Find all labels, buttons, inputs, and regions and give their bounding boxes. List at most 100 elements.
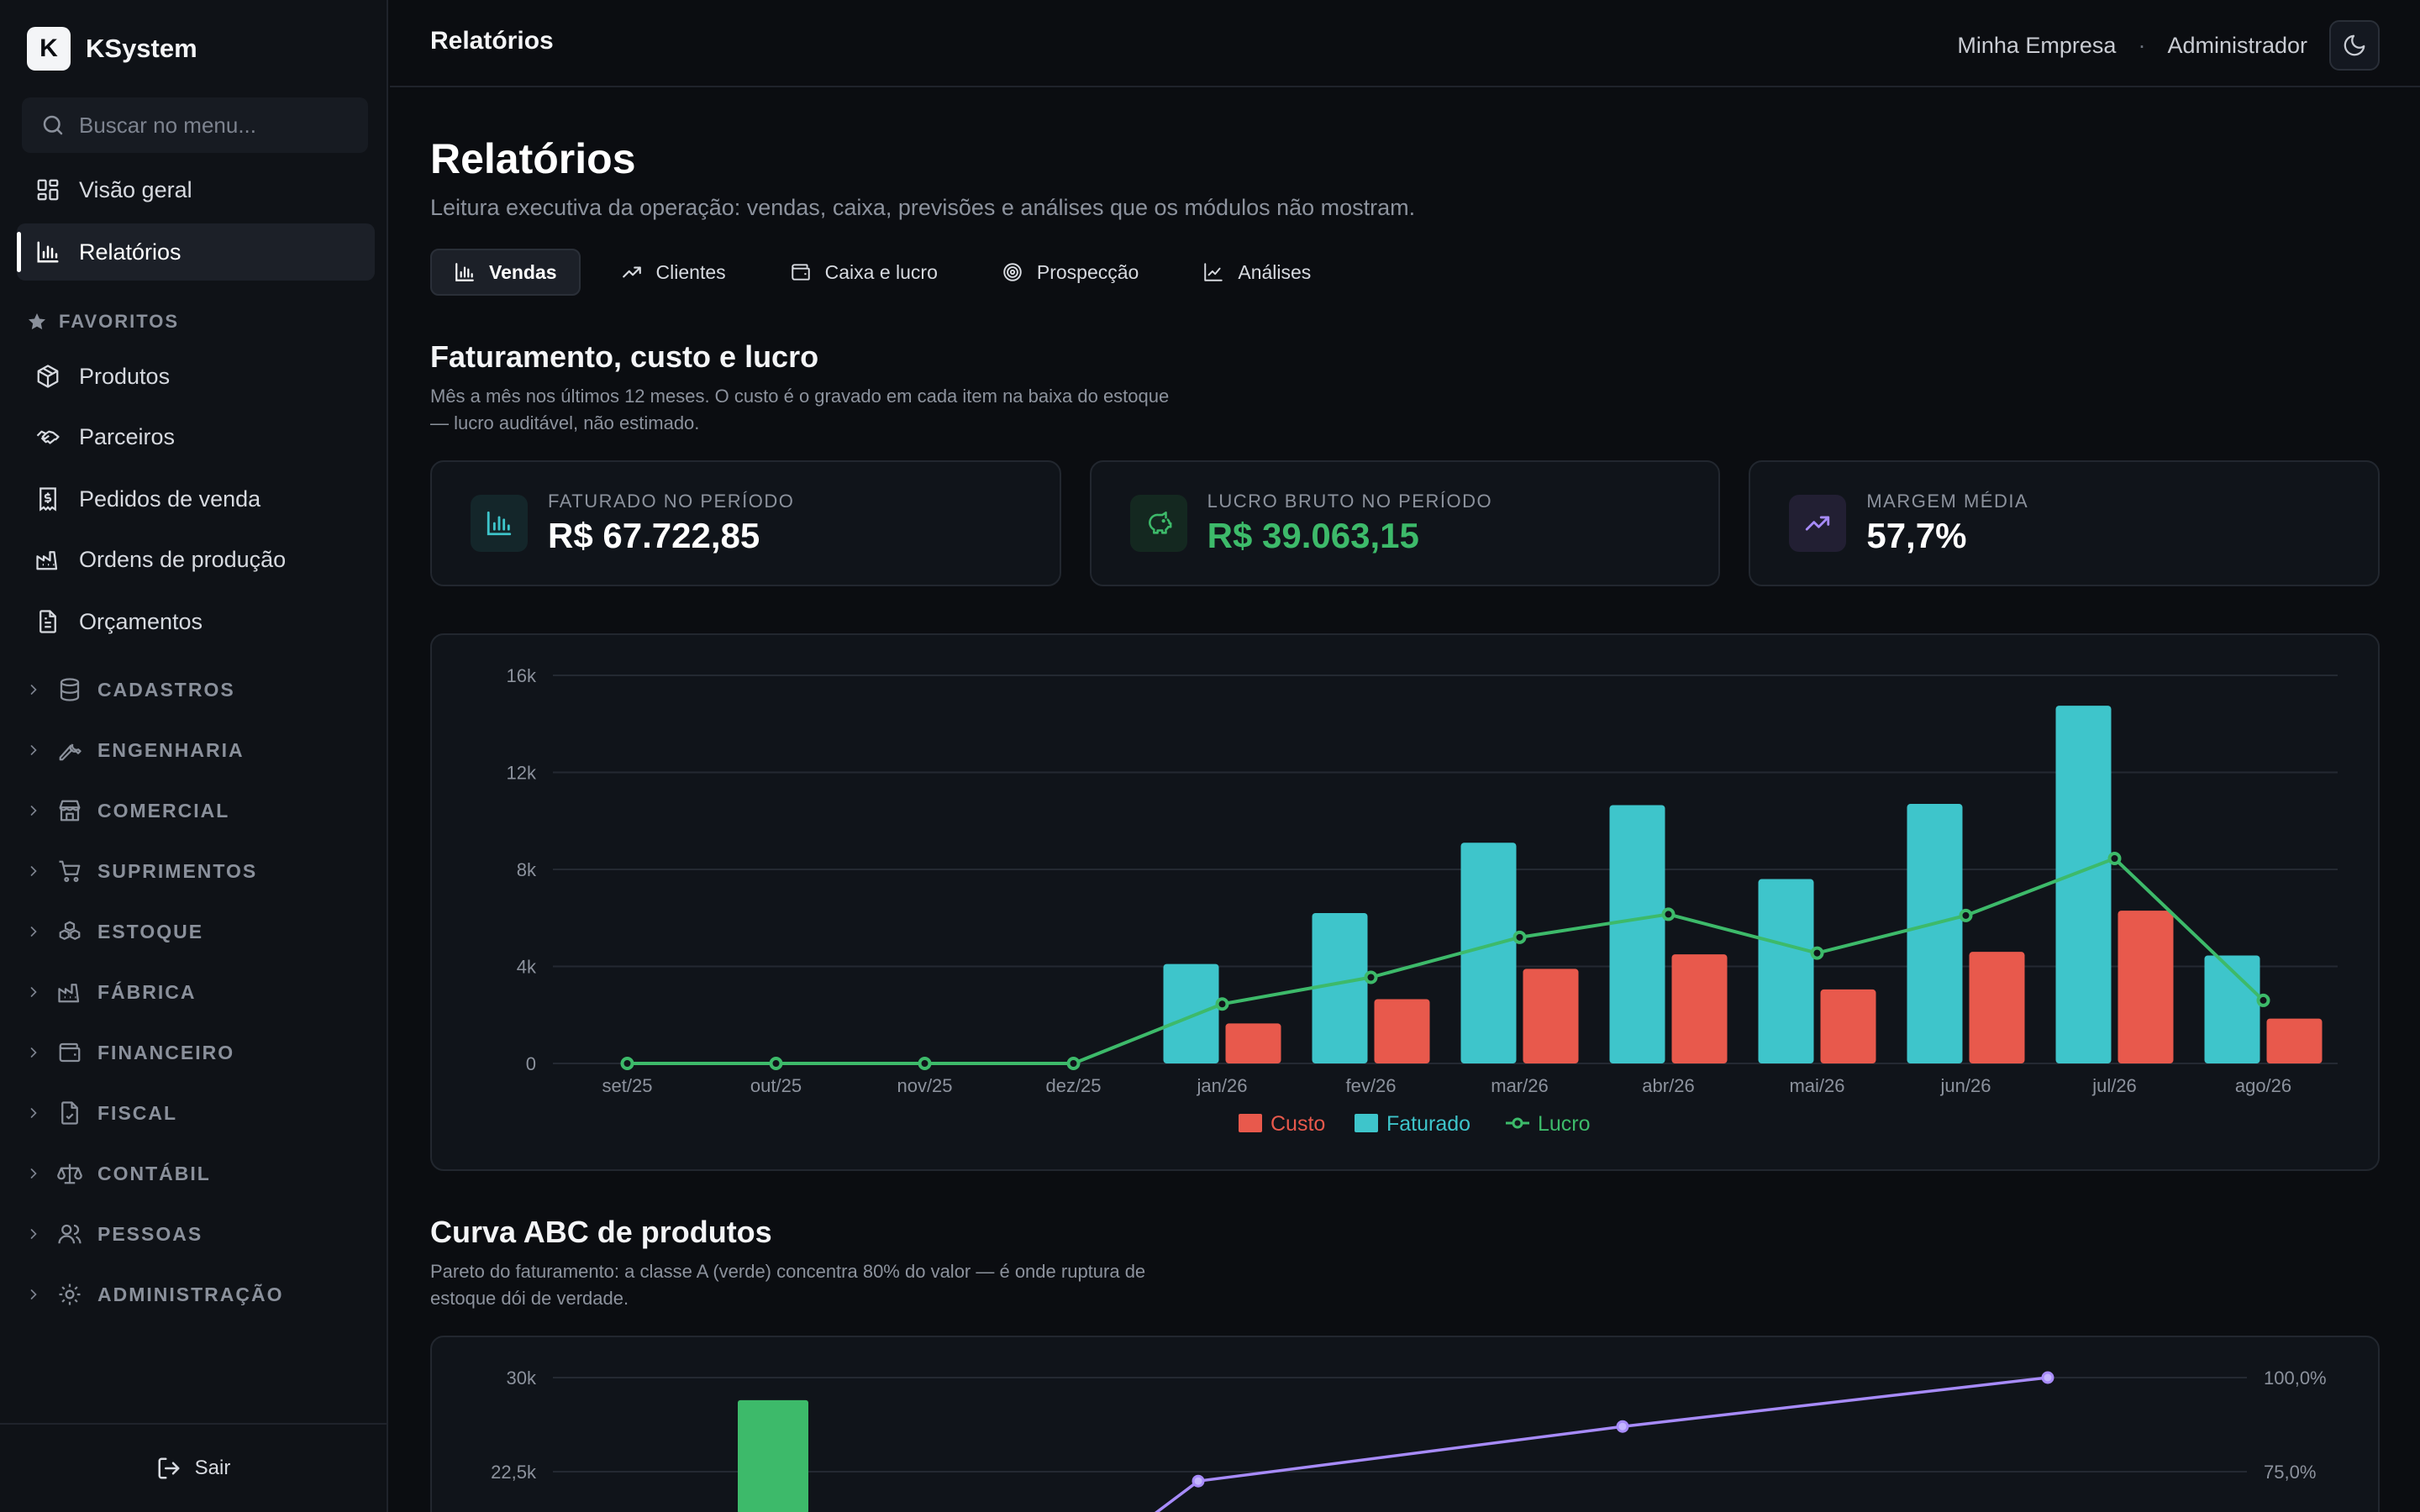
point-pareto xyxy=(1616,1420,1629,1433)
chevron-right-icon xyxy=(25,1282,42,1307)
revenue-section-subtitle: Mês a mês nos últimos 12 meses. O custo … xyxy=(430,383,1220,437)
tab-clientes[interactable]: Clientes xyxy=(597,249,750,296)
chevron-right-icon xyxy=(25,919,42,944)
receipt-icon xyxy=(35,486,60,512)
section-engenharia[interactable]: ENGENHARIA xyxy=(25,729,245,771)
kpi-value: R$ 67.722,85 xyxy=(548,516,760,555)
scale-icon xyxy=(57,1161,82,1186)
section-label: FINANCEIRO xyxy=(97,1041,235,1063)
section-estoque[interactable]: ESTOQUE xyxy=(25,911,203,953)
section-label: PESSOAS xyxy=(97,1222,203,1245)
tab-analises[interactable]: Análises xyxy=(1179,249,1334,296)
bar-abc-class-a xyxy=(738,1399,808,1512)
kpi-lucro-bruto: LUCRO BRUTO NO PERÍODO R$ 39.063,15 xyxy=(1089,460,1721,586)
chevron-right-icon xyxy=(25,1100,42,1126)
y-tick-label: 12k xyxy=(507,763,537,784)
database-icon xyxy=(57,677,82,702)
menu-search-input[interactable] xyxy=(79,112,356,139)
nav-item-parceiros[interactable]: Parceiros xyxy=(17,408,375,465)
logout-button[interactable]: Sair xyxy=(0,1423,387,1512)
section-label: CADASTROS xyxy=(97,678,235,701)
nav-item-ordens-de-producao[interactable]: Ordens de produção xyxy=(17,531,375,588)
theme-toggle-button[interactable] xyxy=(2329,20,2380,71)
kpi-row: FATURADO NO PERÍODO R$ 67.722,85 LUCRO B… xyxy=(430,460,2381,586)
section-financeiro[interactable]: FINANCEIRO xyxy=(25,1032,234,1074)
tab-prospeccao[interactable]: Prospecção xyxy=(978,249,1162,296)
users-icon xyxy=(57,1221,82,1247)
brand-name: KSystem xyxy=(86,34,197,63)
section-label: SUPRIMENTOS xyxy=(97,859,258,882)
file-text-icon xyxy=(35,609,60,634)
x-tick-label: set/25 xyxy=(602,1075,653,1096)
user-role[interactable]: Administrador xyxy=(2167,32,2307,58)
brand[interactable]: K KSystem xyxy=(27,27,197,71)
nav-item-pedidos-de-venda[interactable]: Pedidos de venda xyxy=(17,470,375,528)
section-comercial[interactable]: COMERCIAL xyxy=(25,790,229,832)
nav-item-visao-geral[interactable]: Visão geral xyxy=(17,161,375,218)
revenue-chart-card: 0 4k 8k 12k 16k set/25 out/25 nov/25 dez/25 jan/2… xyxy=(430,633,2380,1171)
page-title: Relatórios xyxy=(430,135,636,182)
y-tick-label-right: 100,0% xyxy=(2264,1368,2327,1389)
kpi-icon-box xyxy=(1789,495,1847,552)
nav-item-orcamentos[interactable]: Orçamentos xyxy=(17,593,375,650)
bar-faturado xyxy=(1907,804,1963,1063)
bar-faturado xyxy=(1460,843,1517,1063)
bar-chart-icon xyxy=(485,509,513,538)
chevron-right-icon xyxy=(25,738,42,763)
section-label: CONTÁBIL xyxy=(97,1162,211,1184)
dashboard-icon xyxy=(35,177,60,202)
section-pessoas[interactable]: PESSOAS xyxy=(25,1213,203,1255)
point-lucro xyxy=(620,1057,634,1070)
nav-item-label: Visão geral xyxy=(79,176,192,202)
tab-vendas[interactable]: Vendas xyxy=(430,249,581,296)
legend-swatch-point xyxy=(1512,1117,1523,1129)
brand-logo: K xyxy=(27,27,71,71)
y-tick-label: 4k xyxy=(517,957,537,978)
bar-faturado xyxy=(1758,879,1814,1063)
header-title: Relatórios xyxy=(430,27,554,55)
legend-swatch xyxy=(1355,1114,1378,1132)
bar-custo xyxy=(1225,1023,1281,1063)
bar-faturado xyxy=(1312,912,1368,1063)
bar-faturado xyxy=(1609,805,1665,1063)
tab-label: Caixa e lucro xyxy=(824,260,938,283)
nav-item-relatorios[interactable]: Relatórios xyxy=(17,223,375,281)
nav-item-label: Ordens de produção xyxy=(79,546,287,572)
tab-label: Clientes xyxy=(655,260,726,283)
factory-icon xyxy=(35,547,60,572)
section-fabrica[interactable]: FÁBRICA xyxy=(25,971,197,1013)
menu-search[interactable] xyxy=(22,97,368,153)
nav-item-label: Pedidos de venda xyxy=(79,486,261,512)
section-administracao[interactable]: ADMINISTRAÇÃO xyxy=(25,1273,284,1315)
x-tick-label: jul/26 xyxy=(2091,1075,2137,1096)
x-tick-label: out/25 xyxy=(750,1075,802,1096)
y-tick-label-right: 75,0% xyxy=(2264,1462,2316,1483)
section-suprimentos[interactable]: SUPRIMENTOS xyxy=(25,850,257,892)
y-tick-label-left: 30k xyxy=(507,1368,537,1389)
company-name[interactable]: Minha Empresa xyxy=(1957,32,2117,58)
store-icon xyxy=(57,798,82,823)
section-fiscal[interactable]: FISCAL xyxy=(25,1092,177,1134)
point-lucro xyxy=(1364,970,1378,984)
section-label: FISCAL xyxy=(97,1101,178,1124)
legend-swatch xyxy=(1239,1114,1262,1132)
x-tick-label: jun/26 xyxy=(1940,1075,1991,1096)
tab-label: Vendas xyxy=(489,260,557,283)
bar-custo xyxy=(1820,989,1876,1063)
section-cadastros[interactable]: CADASTROS xyxy=(25,669,235,711)
abc-section-subtitle: Pareto do faturamento: a classe A (verde… xyxy=(430,1258,1220,1312)
logout-icon xyxy=(156,1456,182,1481)
legend-label: Faturado xyxy=(1386,1112,1470,1136)
point-lucro xyxy=(1661,907,1676,921)
section-contabil[interactable]: CONTÁBIL xyxy=(25,1152,211,1194)
cog-icon xyxy=(57,1282,82,1307)
tab-caixa-e-lucro[interactable]: Caixa e lucro xyxy=(766,249,961,296)
bar-custo xyxy=(2118,911,2174,1063)
tab-label: Prospecção xyxy=(1036,260,1139,283)
nav-item-produtos[interactable]: Produtos xyxy=(17,348,375,405)
bar-chart-icon xyxy=(35,239,60,265)
point-lucro xyxy=(2107,852,2122,866)
favorites-label: FAVORITOS xyxy=(59,311,180,332)
box-icon xyxy=(35,364,60,389)
point-pareto xyxy=(1192,1474,1205,1488)
